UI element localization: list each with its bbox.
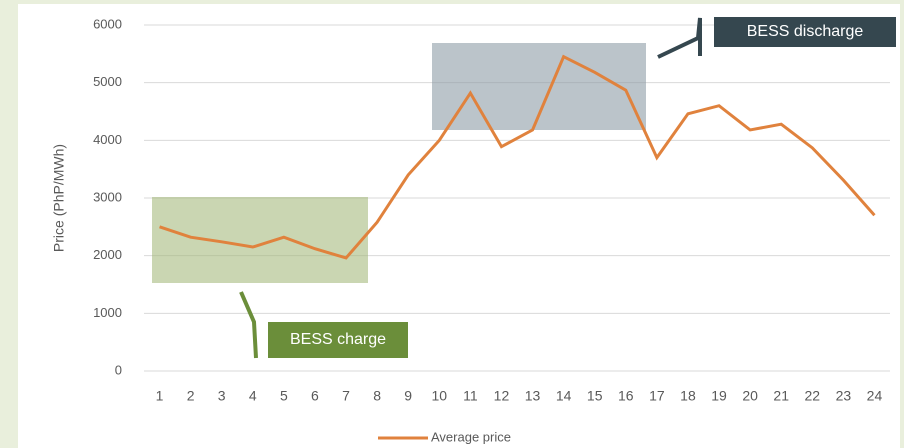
y-axis-title: Price (PhP/MWh) — [51, 144, 67, 252]
y-tick-label: 3000 — [93, 189, 122, 204]
x-tick-label: 23 — [836, 388, 852, 404]
x-tick-label: 6 — [311, 388, 319, 404]
discharge-label-box — [714, 17, 896, 47]
y-tick-label: 2000 — [93, 247, 122, 262]
charge-region — [152, 197, 368, 283]
x-tick-label: 10 — [432, 388, 448, 404]
x-tick-label: 4 — [249, 388, 257, 404]
charge-callout — [239, 291, 258, 359]
y-tick-label: 4000 — [93, 132, 122, 147]
charge-label-box — [268, 322, 408, 358]
x-tick-label: 9 — [404, 388, 412, 404]
y-tick-label: 6000 — [93, 16, 122, 31]
x-tick-label: 22 — [805, 388, 821, 404]
price-line — [159, 54, 876, 260]
x-tick-label: 19 — [711, 388, 727, 404]
x-tick-label: 5 — [280, 388, 288, 404]
x-tick-label: 1 — [156, 388, 164, 404]
x-tick-label: 14 — [556, 388, 572, 404]
x-tick-label: 7 — [342, 388, 350, 404]
x-tick-label: 24 — [867, 388, 883, 404]
x-tick-label: 13 — [525, 388, 541, 404]
x-tick-label: 18 — [680, 388, 696, 404]
discharge-label: BESS discharge — [747, 23, 864, 40]
x-tick-label: 11 — [463, 388, 478, 404]
charge-label: BESS charge — [290, 331, 386, 348]
x-tick-label: 15 — [587, 388, 603, 404]
y-tick-label: 1000 — [93, 305, 122, 320]
discharge-callout — [657, 17, 702, 59]
y-tick-label: 5000 — [93, 74, 122, 89]
x-tick-label: 17 — [649, 388, 665, 404]
x-tick-label: 16 — [618, 388, 634, 404]
x-tick-label: 3 — [218, 388, 226, 404]
legend-label: Average price — [431, 429, 511, 444]
x-tick-label: 2 — [187, 388, 195, 404]
y-tick-label: 0 — [115, 362, 122, 377]
x-tick-label: 8 — [373, 388, 381, 404]
x-tick-label: 12 — [494, 388, 510, 404]
x-tick-label: 21 — [773, 388, 789, 404]
x-tick-label: 20 — [742, 388, 758, 404]
